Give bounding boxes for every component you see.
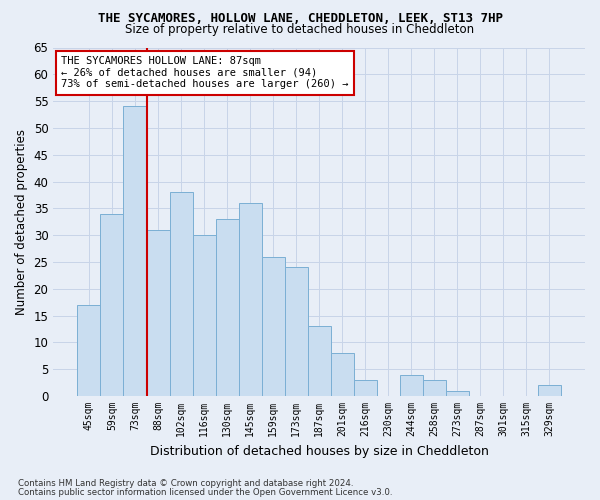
Text: Contains HM Land Registry data © Crown copyright and database right 2024.: Contains HM Land Registry data © Crown c… (18, 479, 353, 488)
Bar (124, 106, 146, 396)
Bar (100, 214, 124, 396)
Bar (331, 353, 353, 396)
Text: Size of property relative to detached houses in Cheddleton: Size of property relative to detached ho… (125, 22, 475, 36)
Text: Contains public sector information licensed under the Open Government Licence v3: Contains public sector information licen… (18, 488, 392, 497)
X-axis label: Distribution of detached houses by size in Cheddleton: Distribution of detached houses by size … (150, 444, 488, 458)
Bar (423, 380, 446, 396)
Bar (239, 203, 262, 396)
Bar (400, 374, 423, 396)
Y-axis label: Number of detached properties: Number of detached properties (15, 129, 28, 315)
Bar (284, 268, 308, 396)
Text: THE SYCAMORES, HOLLOW LANE, CHEDDLETON, LEEK, ST13 7HP: THE SYCAMORES, HOLLOW LANE, CHEDDLETON, … (97, 12, 503, 26)
Bar (308, 326, 331, 396)
Bar (193, 235, 215, 396)
Bar (77, 305, 100, 396)
Bar (146, 230, 170, 396)
Bar (170, 192, 193, 396)
Bar (538, 386, 561, 396)
Bar (262, 256, 284, 396)
Text: THE SYCAMORES HOLLOW LANE: 87sqm
← 26% of detached houses are smaller (94)
73% o: THE SYCAMORES HOLLOW LANE: 87sqm ← 26% o… (61, 56, 349, 90)
Bar (446, 390, 469, 396)
Bar (353, 380, 377, 396)
Bar (215, 219, 239, 396)
